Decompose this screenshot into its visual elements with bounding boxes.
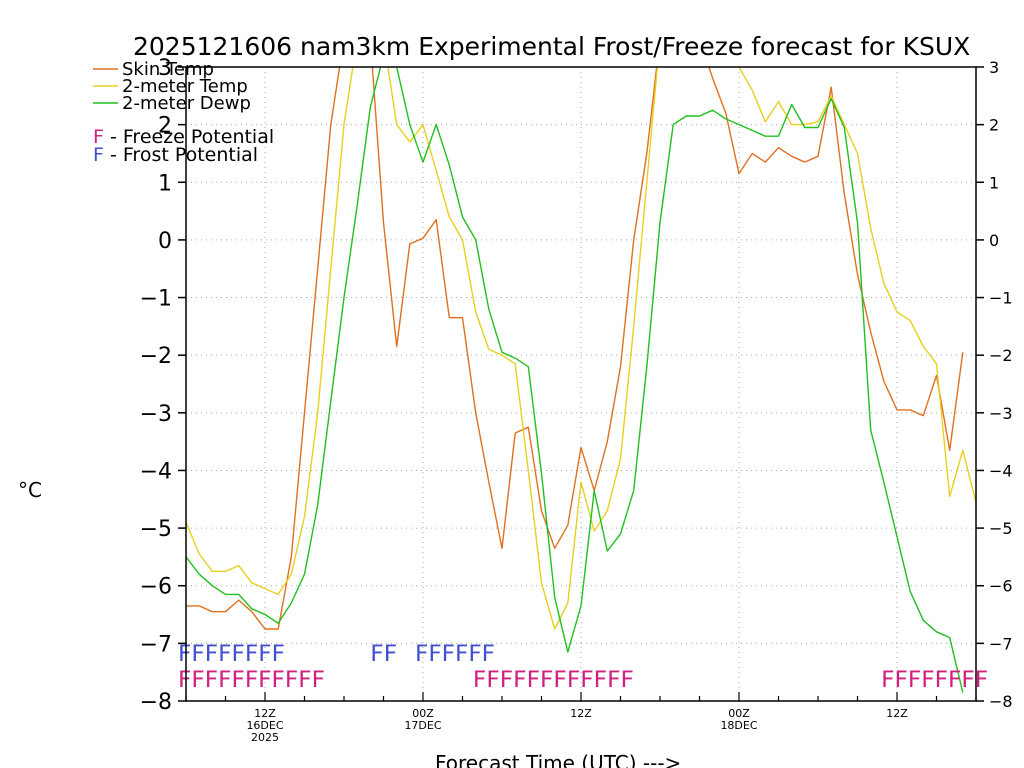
legend-label: 2-meter Dewp	[122, 93, 251, 114]
frost-marker: FFFFFFFF	[178, 642, 285, 667]
series-lines	[186, 67, 976, 693]
y-tick-label-right: −3	[989, 404, 1013, 423]
series-line-2	[186, 67, 964, 693]
x-tick-label: 17DEC	[404, 719, 441, 732]
y-tick-label-left: 1	[158, 171, 172, 196]
freeze-marker: FFFFFFFFFFF	[178, 668, 325, 693]
y-tick-label-right: −1	[989, 289, 1013, 308]
freeze-marker: FFFFFFFFFFFF	[473, 668, 634, 693]
freeze-marker: FFFFFFFF	[881, 668, 988, 693]
y-axis-label: °C	[18, 478, 42, 502]
y-tick-label-left: 3	[158, 56, 172, 81]
y-tick-label-left: −2	[140, 344, 172, 369]
x-tick-label: 12Z	[886, 707, 908, 720]
x-tick-label: 2025	[251, 731, 279, 744]
y-axis-right: 3 2 1 0 −1 −2 −3 −4 −5 −6 −7 −8	[976, 58, 1013, 711]
y-tick-label-right: −4	[989, 461, 1013, 480]
y-tick-label-left: −8	[140, 690, 172, 715]
y-tick-label-right: 3	[989, 58, 999, 77]
x-tick-label: 12Z	[254, 707, 276, 720]
legend-label: 2-meter Temp	[122, 76, 248, 97]
potential-letter: F	[93, 144, 104, 166]
frost-marker: FFFFFF	[415, 642, 495, 667]
y-tick-label-left: −3	[140, 402, 172, 427]
y-tick-label-right: −6	[989, 577, 1013, 596]
y-tick-label-left: −5	[140, 517, 172, 542]
y-tick-label-left: −4	[140, 459, 172, 484]
series-line-0	[186, 67, 964, 630]
x-axis-label: Forecast Time (UTC) --->	[435, 751, 681, 768]
frost-marker: FF	[370, 642, 397, 667]
y-tick-label-right: −8	[989, 692, 1013, 711]
potential-letter: F	[93, 126, 104, 148]
potential-legend-label: F - Frost Potential	[93, 144, 258, 166]
potential-text: - Freeze Potential	[104, 126, 274, 148]
y-tick-label-right: 1	[989, 173, 999, 192]
y-tick-label-right: 0	[989, 231, 999, 250]
y-tick-label-left: 0	[158, 229, 172, 254]
y-axis-left: 3 2 1 0 −1 −2 −3 −4 −5 −6 −7 −8	[140, 56, 186, 715]
x-tick-label: 00Z	[728, 707, 750, 720]
chart-title: 2025121606 nam3km Experimental Frost/Fre…	[133, 32, 970, 61]
y-tick-label-right: −7	[989, 634, 1013, 653]
y-tick-label-left: −6	[140, 575, 172, 600]
potential-legend-label: F - Freeze Potential	[93, 126, 274, 148]
y-tick-label-left: −7	[140, 632, 172, 657]
y-tick-label-right: −5	[989, 519, 1013, 538]
x-tick-label: 00Z	[412, 707, 434, 720]
x-tick-label: 12Z	[570, 707, 592, 720]
x-tick-label: 16DEC	[246, 719, 283, 732]
x-tick-label: 18DEC	[720, 719, 757, 732]
y-tick-label-left: 2	[158, 114, 172, 139]
legend-label: Skin Temp	[122, 59, 214, 80]
y-tick-label-right: 2	[989, 116, 999, 135]
series-line-1	[186, 67, 976, 630]
y-tick-label-right: −2	[989, 346, 1013, 365]
y-tick-label-left: −1	[140, 287, 172, 312]
potential-text: - Frost Potential	[104, 144, 258, 166]
